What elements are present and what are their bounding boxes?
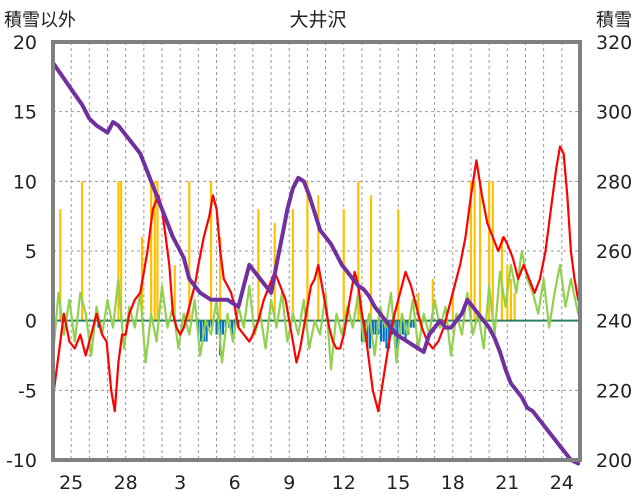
x-tick-label: 3 [174,472,186,494]
y-right-tick-label: 200 [596,450,632,472]
orange-bars-bar [513,292,516,321]
y-right-tick-label: 220 [596,380,632,402]
orange-bars-bar [357,181,360,321]
tick-labels: 20 15 10 5 0 -5 -10 320 300 280 260 240 220 200 25 28 3 6… [6,32,632,494]
orange-bars-bar [317,195,320,321]
orange-bars-bar [150,181,153,321]
x-tick-label: 9 [283,472,295,494]
orange-bars-bar [369,195,373,321]
y-left-tick-label: 15 [13,102,37,124]
orange-bars-bar [156,181,159,321]
blue-bars-bar [366,320,369,349]
orange-bars-bar [291,209,294,321]
y-right-tick-label: 240 [596,311,632,333]
orange-bars-bar [451,292,454,321]
orange-bars-bar [478,181,482,321]
x-tick-label: 6 [229,472,241,494]
x-tick-label: 21 [495,472,519,494]
orange-bars-bar [473,181,476,321]
y-left-tick-label: 0 [25,311,37,333]
plot-frame [51,40,582,462]
blue-bars-bar [388,320,391,349]
blue-bars-bar [409,320,413,328]
chart-title: 大井沢 [289,9,346,31]
blue-bars-bar [385,320,388,349]
y-left-tick-label: 20 [13,32,37,54]
orange-bars-bar [173,264,176,321]
orange-bars-bar [188,181,191,321]
orange-bars-bar [306,181,309,321]
blue-bars-bar [374,320,377,335]
orange-bars-bar [431,278,434,321]
blue-bars-bar [200,320,203,342]
y-right-tick-label: 280 [596,171,632,193]
snow-depth-line [51,60,581,466]
orange-bars-bar [153,181,156,321]
y-right-tick-label: 300 [596,102,632,124]
blue-bars-bar [371,320,374,335]
y-right-tick-label: 260 [596,241,632,263]
orange-bars-bar [488,181,491,321]
line-series [51,60,581,466]
orange-bars-bar [117,181,120,321]
y-left-tick-label: -10 [6,450,37,472]
blue-bars-bar [230,320,234,335]
x-tick-label: 25 [59,472,83,494]
blue-bars-bar [215,320,218,335]
y-right-tick-label: 320 [596,32,632,54]
orange-bars-bar [509,278,513,321]
x-tick-label: 15 [386,472,410,494]
orange-bars-bar [397,209,400,321]
y-left-tick-label: 10 [13,171,37,193]
orange-bars-bar [469,181,473,321]
y-left-tick-label: 5 [25,241,37,263]
x-tick-label: 12 [332,472,356,494]
orange-bars-bar [120,181,123,321]
blue-bars-bar [379,320,383,342]
blue-bars-bar [382,320,385,342]
orange-bars-bar [210,181,213,321]
orange-bars-bar [59,209,62,321]
blue-bars-bar [221,320,225,335]
blue-bars-bar [369,320,372,349]
x-tick-label: 24 [550,472,574,494]
orange-bars-bar [80,181,84,321]
right-axis-label: 積雪 [596,10,632,31]
orange-bars-bar [219,237,222,321]
y-left-tick-label: -5 [18,380,37,402]
temperature-line [51,145,580,413]
blue-bars-bar [412,320,415,328]
blue-bars-bar [208,320,211,328]
orange-bars-bar [417,292,420,321]
orange-bars-bar [257,209,260,321]
x-tick-label: 18 [441,472,465,494]
orange-bars-bar [491,181,494,321]
plot-frame-group [51,40,582,462]
x-tick-label: 28 [114,472,138,494]
left-axis-label: 積雪以外 [4,10,76,31]
blue-bars-bar [205,320,208,342]
blue-bars-bar [401,320,404,335]
